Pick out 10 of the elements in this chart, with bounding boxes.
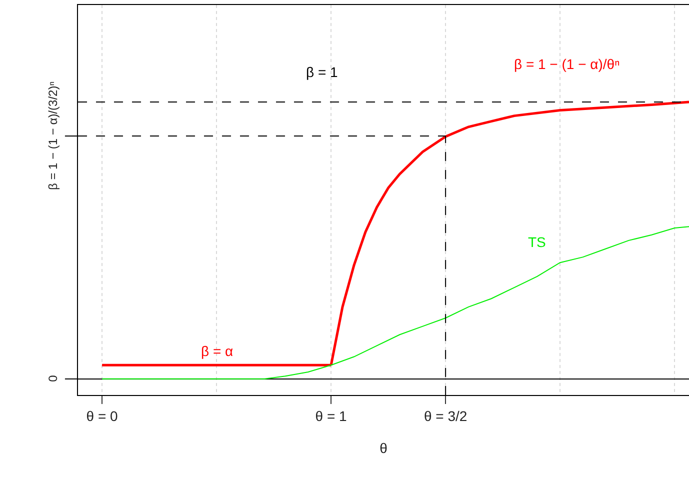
series-label: β = α <box>201 343 234 359</box>
x-tick-label: θ = 3/2 <box>424 408 468 424</box>
x-tick-label: θ = 0 <box>86 408 118 424</box>
x-axis-title: θ <box>380 440 388 456</box>
text: β = 1 − (1 − α)/θⁿ <box>514 56 620 72</box>
ref-line-label: 0 <box>46 374 60 382</box>
x-tick-label: θ = 1 <box>315 408 348 424</box>
ref-line-label: β = 1 − (1 − α)/(3/2)ⁿ <box>46 81 60 190</box>
series-label: TS <box>528 234 546 250</box>
text: β = 1 <box>306 64 338 80</box>
